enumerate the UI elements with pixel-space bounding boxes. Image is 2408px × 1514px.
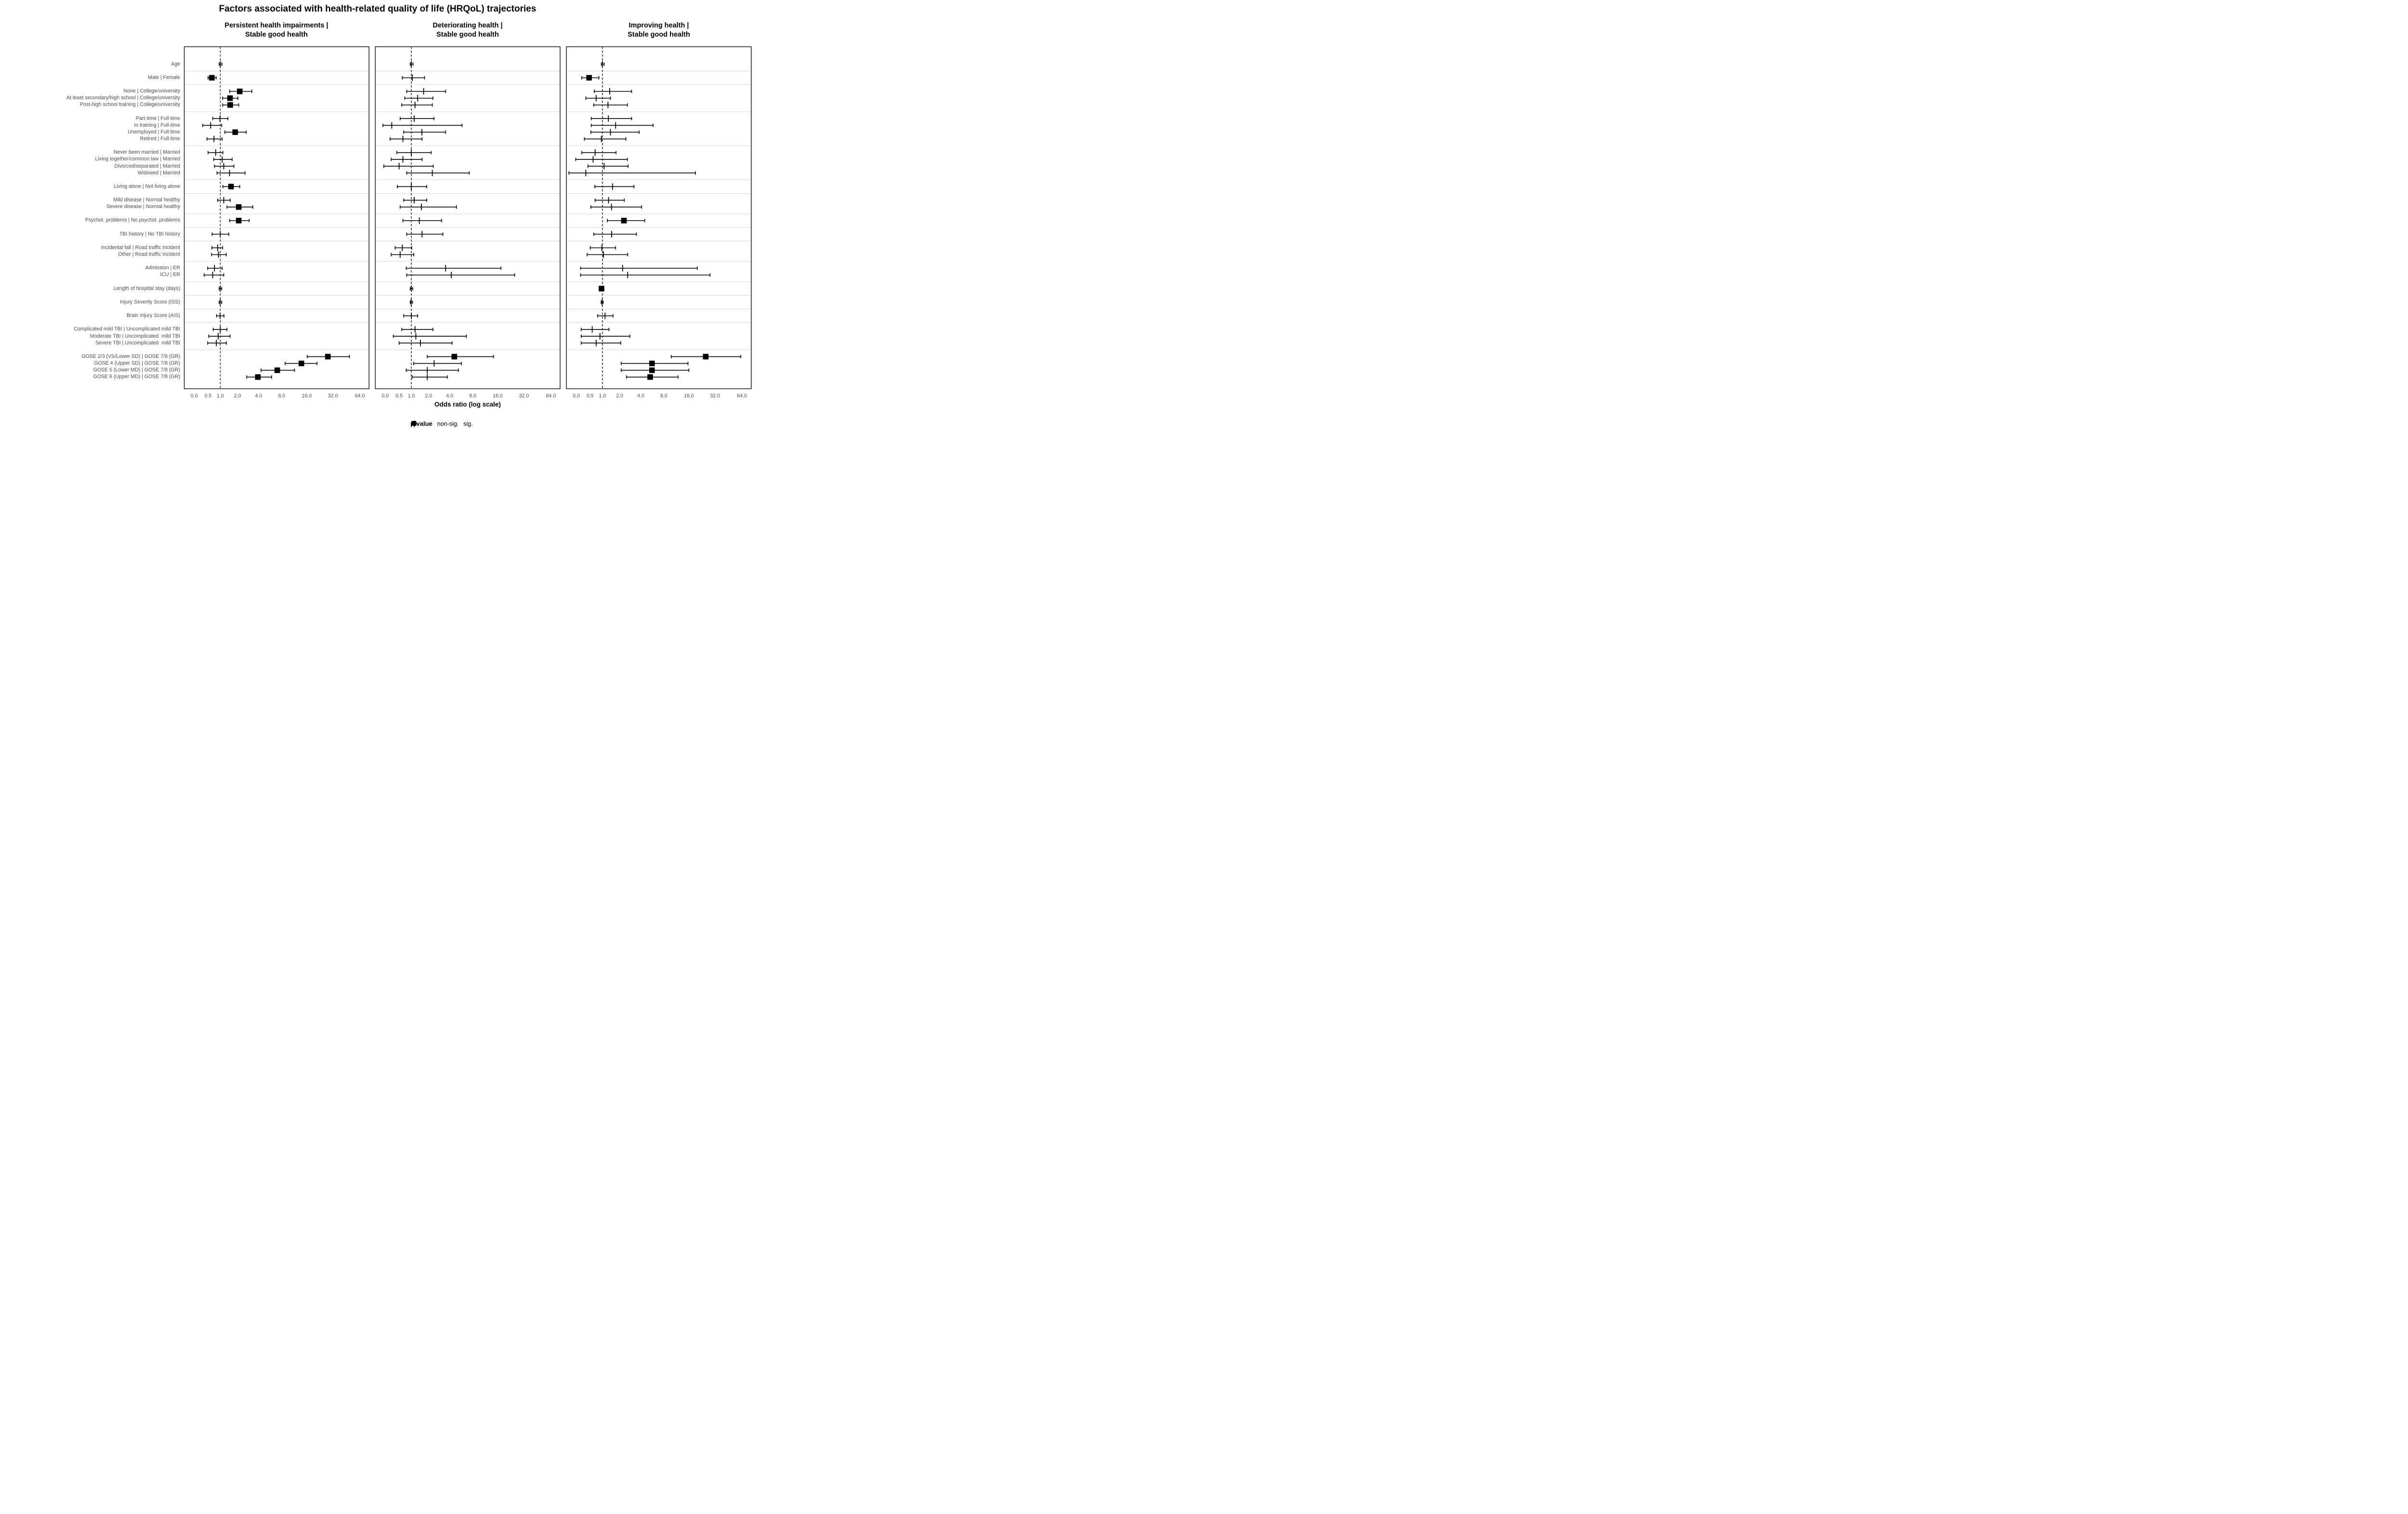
or-marker-sig-square <box>228 184 234 190</box>
legend: p-value non-sig. sig. <box>410 420 473 427</box>
row-label: Other | Road traffic incident <box>118 251 180 258</box>
x-tick-label: 8.0 <box>278 393 286 399</box>
x-tick-label: 1.0 <box>217 393 224 399</box>
or-marker-sig-square <box>649 360 655 367</box>
row-label: In training | Full-time <box>134 122 180 128</box>
x-tick-label: 1.0 <box>599 393 606 399</box>
x-tick-label: 0.5 <box>587 393 594 399</box>
row-label: Retired | Full-time <box>140 136 180 142</box>
panel-header-persistent: Persistent health impairments | Stable g… <box>180 21 373 39</box>
panel-header-line1: Persistent health impairments | <box>224 22 328 29</box>
row-label: Moderate TBI | Uncomplicated mild TBI <box>90 333 180 339</box>
legend-nonsig-label: non-sig. <box>437 420 459 427</box>
row-label: GOSE 5 (Lower MD) | GOSE 7/8 (GR) <box>93 367 180 373</box>
or-marker-sig-square <box>703 354 709 360</box>
row-label: Divorced/separated | Married <box>114 163 180 169</box>
row-label: Severe disease | Normal healthy <box>106 204 180 210</box>
row-label: Male | Female <box>148 74 180 80</box>
row-label: Psychol. problems | No psychol. problems <box>85 217 180 224</box>
row-label: Complicated mild TBI | Uncomplicated mil… <box>74 326 180 332</box>
x-tick-label: 4.0 <box>255 393 262 399</box>
row-label: Admission | ER <box>145 265 180 271</box>
x-tick-label: 32.0 <box>327 393 338 399</box>
row-label: Severe TBI | Uncomplicated mild TBI <box>95 340 180 346</box>
row-label: Incidental fall | Road traffic incident <box>101 244 180 250</box>
x-tick-label: 16.0 <box>493 393 503 399</box>
x-tick-label: 2.0 <box>425 393 432 399</box>
panel-header-improving: Improving health | Stable good health <box>563 21 755 39</box>
or-marker-sig-square <box>599 286 604 291</box>
or-marker-sig-square <box>451 354 458 360</box>
x-tick-label: 16.0 <box>684 393 694 399</box>
forest-plot-figure: Factors associated with health-related q… <box>0 0 755 437</box>
x-tick-label: 64.0 <box>546 393 556 399</box>
panel-header-line2: Stable good health <box>436 30 499 39</box>
row-label: Unemployed | Full-time <box>128 129 180 135</box>
chart-title: Factors associated with health-related q… <box>219 4 537 14</box>
x-tick-label: 0.5 <box>395 393 403 399</box>
panel-header-line1: Improving health | <box>628 22 689 29</box>
x-tick-label: 2.0 <box>616 393 624 399</box>
panel-border <box>183 46 370 389</box>
panel-header-deteriorating: Deteriorating health | Stable good healt… <box>371 21 564 39</box>
row-label: Widowed | Married <box>137 170 180 176</box>
or-marker-sig-square <box>227 102 233 108</box>
panel-header-line2: Stable good health <box>245 30 308 39</box>
x-tick-label: 0.0 <box>381 393 389 399</box>
or-marker-sig-square <box>236 204 242 210</box>
panel-header-line1: Deteriorating health | <box>432 22 503 29</box>
or-marker-sig-square <box>586 75 592 81</box>
row-label: GOSE 2/3 (VS/Lower SD) | GOSE 7/8 (GR) <box>81 353 180 359</box>
row-label: Mild disease | Normal healthy <box>113 197 180 203</box>
or-marker-sig-square <box>232 129 238 135</box>
or-marker-sig-square <box>274 367 280 373</box>
or-marker-sig-square <box>236 218 242 224</box>
x-tick-label: 32.0 <box>519 393 529 399</box>
or-marker-sig-square <box>255 374 261 380</box>
x-tick-label: 8.0 <box>469 393 477 399</box>
panel-border <box>566 46 752 389</box>
row-label: Never been married | Married <box>113 149 180 156</box>
or-marker-sig-square <box>227 95 233 101</box>
x-tick-label: 32.0 <box>710 393 720 399</box>
row-label: GOSE 6 (Upper MD) | GOSE 7/8 (GR) <box>93 374 180 380</box>
panel-border <box>375 46 561 389</box>
row-label: ICU | ER <box>160 272 180 278</box>
panel-header-line2: Stable good health <box>628 30 690 39</box>
or-marker-sig-square <box>236 88 243 94</box>
x-tick-label: 8.0 <box>660 393 667 399</box>
x-tick-label: 0.0 <box>573 393 580 399</box>
x-tick-label: 16.0 <box>301 393 312 399</box>
row-label: GOSE 4 (Upper SD) | GOSE 7/8 (GR) <box>94 360 180 366</box>
x-tick-label: 4.0 <box>637 393 644 399</box>
row-label: Length of hospital stay (days) <box>113 285 180 291</box>
row-label: Brain Injury Score (AIS) <box>126 313 180 319</box>
forest-plot-svg <box>183 46 752 389</box>
row-label: Injury Severity Score (ISS) <box>120 299 180 305</box>
row-label: TBI history | No TBI history <box>119 231 180 237</box>
or-marker-sig-square <box>647 374 653 380</box>
x-tick-label: 1.0 <box>407 393 415 399</box>
x-tick-label: 2.0 <box>234 393 241 399</box>
legend-sig-label: sig. <box>463 420 473 427</box>
or-marker-sig-square <box>325 354 331 360</box>
or-marker-sig-square <box>649 367 655 373</box>
row-label: Post-high school training | College/univ… <box>79 102 180 108</box>
x-tick-label: 64.0 <box>354 393 365 399</box>
row-label: At least secondary/high school | College… <box>66 95 180 101</box>
square-icon <box>411 421 417 426</box>
row-label: None | College/university <box>123 88 180 94</box>
or-marker-sig-square <box>209 75 215 81</box>
row-label: Living together/common law | Married <box>95 156 180 162</box>
or-marker-sig-square <box>621 218 627 224</box>
x-tick-label: 0.5 <box>204 393 212 399</box>
x-tick-label: 4.0 <box>446 393 454 399</box>
row-label: Age <box>171 61 180 67</box>
x-tick-label: 0.0 <box>190 393 198 399</box>
x-tick-label: 64.0 <box>737 393 747 399</box>
x-axis-title: Odds ratio (log scale) <box>434 401 501 408</box>
row-label: Part-time | Full-time <box>135 115 180 121</box>
row-label: Living alone | Not living alone <box>114 183 180 189</box>
or-marker-sig-square <box>299 360 304 367</box>
